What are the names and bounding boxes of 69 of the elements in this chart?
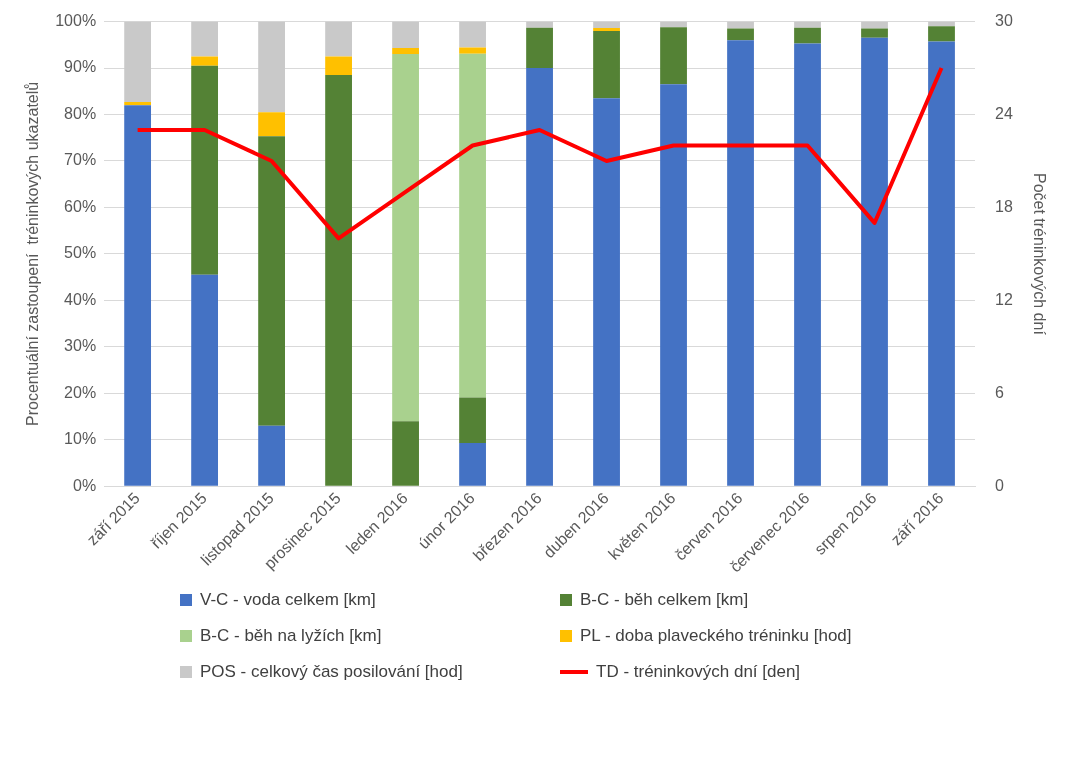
y-tick-label: 100% [55,12,97,30]
bar [392,21,419,49]
bar [459,443,486,486]
y2-tick-label: 0 [995,476,1004,494]
bar [325,21,352,57]
bar [928,26,955,42]
y-tick-label: 80% [64,104,97,122]
bar [593,21,620,29]
bar [526,27,553,69]
bar [392,48,419,55]
bar [258,21,285,113]
y-tick-label: 50% [64,244,97,262]
bar [794,27,821,44]
y-tick-label: 40% [64,290,97,308]
bar [526,68,553,486]
bar [861,37,888,486]
y2-tick-label: 18 [995,197,1013,215]
y-tick-label: 10% [64,430,97,448]
bar [794,21,821,28]
bar [258,136,285,426]
bar [459,397,486,443]
bar [660,84,687,486]
y-tick-label: 0% [73,476,97,494]
y-axis-title: Procentuální zastoupení tréninkových ukazatelů [24,81,42,427]
bar [258,112,285,137]
bar [191,274,219,486]
bar [593,28,620,31]
y2-tick-label: 24 [995,104,1013,122]
bar [124,21,152,102]
bar [928,41,955,486]
bar [459,53,486,398]
bar [727,21,754,29]
bar [459,21,486,48]
bar [459,47,486,54]
y2-tick-label: 6 [995,383,1004,401]
legend-label: PL - doba plaveckého tréninku [hod] [580,626,852,646]
legend-label: TD - tréninkových dní [den] [596,662,801,682]
bar [325,75,352,486]
bar [660,21,687,28]
legend-label: B-C - běh na lyžích [km] [200,626,382,646]
bar [325,56,352,76]
bar [727,40,754,486]
bar [660,27,687,85]
bar [124,105,152,486]
bar [392,421,419,486]
bar [727,28,754,41]
y-tick-label: 60% [64,197,97,215]
y-tick-label: 20% [64,383,97,401]
bar [258,425,285,486]
y-tick-label: 90% [64,58,97,76]
bar [861,21,888,29]
y2-tick-label: 30 [995,12,1013,30]
bar [526,21,553,28]
bar [124,101,152,106]
y2-axis-title: Počet tréninkových dní [1030,172,1048,336]
bar [191,56,219,66]
legend-label: V-C - voda celkem [km] [200,590,376,610]
bar [593,98,620,486]
y2-tick-label: 12 [995,290,1013,308]
bar [191,65,219,275]
bar [392,54,419,422]
y-tick-label: 70% [64,151,97,169]
legend-label: POS - celkový čas posilování [hod] [200,662,463,682]
legend-label: B-C - běh celkem [km] [580,590,749,610]
bar [593,30,620,99]
bar [861,28,888,38]
bar [794,43,821,486]
y-tick-label: 30% [64,337,97,355]
bar [191,21,219,57]
